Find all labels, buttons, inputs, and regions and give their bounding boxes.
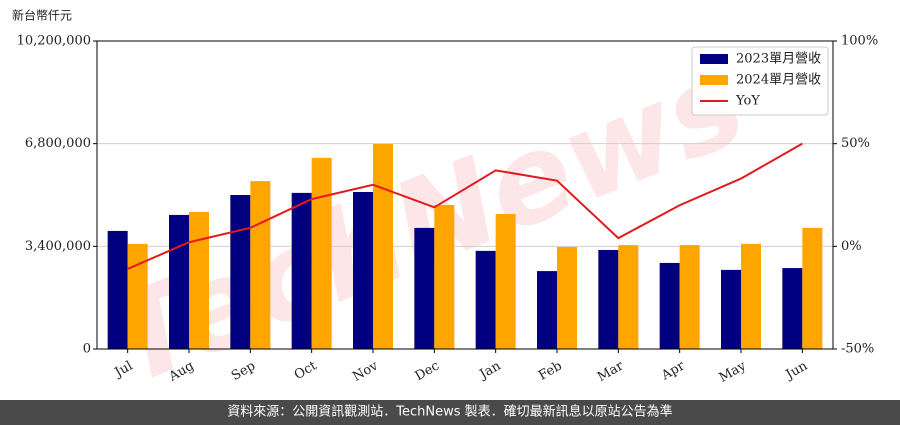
x-tick-label: Apr — [658, 358, 688, 384]
x-tick-label: Nov — [350, 358, 381, 385]
y2-tick-label: 50% — [841, 136, 870, 151]
x-tick-label: Dec — [413, 359, 443, 385]
legend-swatch — [700, 75, 728, 85]
bar — [311, 157, 332, 349]
y-tick-label: 0 — [83, 342, 91, 357]
unit-label: 新台幣仟元 — [12, 8, 72, 23]
bar — [679, 245, 700, 349]
bar — [250, 181, 271, 349]
bar — [741, 243, 761, 349]
bar — [598, 249, 619, 349]
legend-swatch — [700, 54, 728, 64]
bar — [291, 192, 312, 349]
bar — [434, 204, 455, 349]
bar — [802, 227, 823, 349]
bar — [537, 271, 557, 349]
x-tick-label: Feb — [536, 359, 565, 384]
bar — [107, 230, 128, 349]
y2-tick-label: -50% — [841, 342, 874, 357]
bar — [127, 243, 148, 349]
bar — [618, 245, 639, 349]
legend-label: YoY — [735, 94, 760, 109]
bar — [659, 262, 680, 349]
x-tick-label: Mar — [595, 358, 627, 385]
y2-tick-label: 0% — [841, 239, 862, 254]
y-tick-label: 3,400,000 — [25, 239, 91, 254]
x-tick-label: Jun — [782, 358, 811, 383]
bar — [373, 143, 393, 349]
bar — [414, 227, 435, 349]
x-tick-label: May — [717, 358, 750, 386]
y2-tick-label: 100% — [841, 34, 878, 49]
bar — [721, 269, 741, 349]
legend-label: 2023單月營收 — [736, 52, 821, 67]
legend-label: 2024單月營收 — [736, 73, 821, 88]
x-tick-label: Oct — [292, 358, 320, 383]
yoy-line — [127, 142, 803, 270]
bar — [230, 195, 251, 349]
x-tick-label: Jan — [476, 358, 504, 383]
plot-frame — [96, 40, 834, 350]
bar — [475, 250, 496, 349]
bar — [782, 268, 803, 349]
footer: 資料來源：公開資訊觀測站．TechNews 製表．確切最新訊息以原站公告為準 — [227, 404, 672, 420]
footer-bar — [0, 400, 900, 425]
bar — [557, 246, 577, 349]
y-tick-label: 6,800,000 — [25, 136, 91, 151]
bar — [169, 214, 189, 349]
bar — [353, 191, 373, 349]
bar — [495, 214, 516, 349]
bar — [189, 211, 209, 349]
y-tick-label: 10,200,000 — [17, 34, 91, 49]
